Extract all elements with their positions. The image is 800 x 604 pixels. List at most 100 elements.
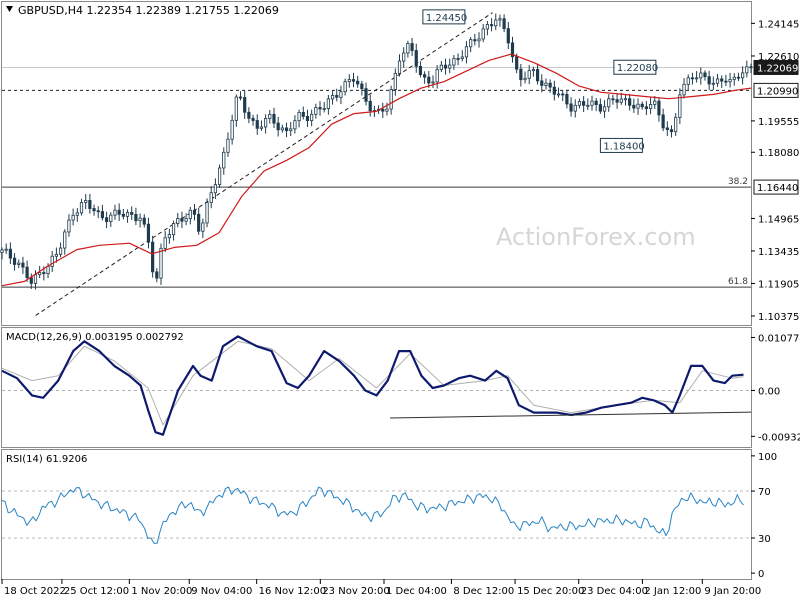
x-tick-label-0: 18 Oct 2022 [4, 586, 66, 597]
price-bar-body [101, 212, 103, 218]
price-bar-body [131, 212, 133, 214]
price-bar-body [624, 99, 626, 100]
price-bar-body [574, 105, 576, 111]
fib-label-1: 61.8 [728, 277, 748, 287]
price-bar-body [264, 118, 266, 126]
price-bar-body [352, 80, 354, 82]
price-bar-body [633, 105, 635, 108]
price-bar-body [620, 99, 622, 102]
price-bar-body [68, 220, 70, 232]
price-bar-body [298, 112, 300, 120]
price-bar-body [695, 78, 697, 79]
price-bar-body [227, 139, 229, 152]
price-bar-body [415, 51, 417, 67]
price-bar-body [340, 92, 342, 98]
price-bar-body [327, 99, 329, 109]
price-bar-body [323, 108, 325, 109]
price-bar-body [482, 29, 484, 39]
price-bar-body [428, 77, 430, 83]
price-tick-label-5: 1.13435 [758, 247, 799, 258]
price-bar-body [587, 105, 589, 106]
price-bar-body [562, 94, 564, 95]
price-bar-body [398, 61, 400, 73]
price-bar-body [515, 57, 517, 69]
price-bar-body [382, 109, 384, 111]
price-bar-body [612, 99, 614, 100]
price-tick-label-3: 1.18080 [758, 148, 799, 159]
price-bar-body [666, 128, 668, 130]
price-bar-body [637, 104, 639, 108]
macd-tick-label-2: -0.009328 [758, 432, 800, 443]
price-bar-body [478, 39, 480, 41]
price-bar-body [361, 84, 363, 89]
rsi-tick-label-2: 30 [758, 534, 771, 545]
price-bar-body [545, 83, 547, 85]
price-bar-body [528, 71, 530, 79]
x-tick-label-9: 23 Dec 04:00 [581, 586, 648, 597]
price-bar-body [532, 70, 534, 71]
price-bar-body [89, 200, 91, 208]
price-bar-body [599, 105, 601, 112]
price-bar-body [181, 218, 183, 221]
price-bar-body [440, 65, 442, 69]
price-bar-body [465, 47, 467, 57]
price-tick-label-4: 1.14965 [758, 214, 799, 225]
price-bar-body [256, 121, 258, 129]
price-bar-body [277, 123, 279, 130]
price-bar-body [570, 104, 572, 111]
price-bar-body [750, 67, 752, 68]
chart-title: GBPUSD,H4 1.22354 1.22389 1.21755 1.2206… [18, 4, 279, 17]
price-bar-body [436, 69, 438, 81]
price-bar-body [22, 263, 24, 267]
price-bar-body [290, 129, 292, 131]
price-bar-body [733, 77, 735, 79]
price-bar-body [658, 101, 660, 115]
price-bar-body [76, 213, 78, 215]
price-bar-body [670, 130, 672, 132]
price-bar-body [486, 25, 488, 29]
price-callout-label-0: 1.24450 [426, 13, 467, 24]
price-bar-body [105, 218, 107, 222]
price-bar-body [156, 272, 158, 278]
price-bar-body [1, 250, 3, 253]
price-bar-body [746, 67, 748, 73]
price-bar-body [38, 273, 40, 275]
price-bar-body [712, 83, 714, 84]
price-bar-body [168, 235, 170, 238]
price-bar-body [536, 70, 538, 81]
macd-tick-label-1: 0.00 [758, 386, 780, 397]
price-bar-body [281, 128, 283, 130]
price-bar-body [214, 185, 216, 193]
price-bar-body [595, 101, 597, 104]
price-tick-label-7: 1.10375 [758, 312, 799, 323]
fib-label-0: 38.2 [728, 177, 748, 187]
price-badge-label-0: 1.22069 [757, 63, 798, 74]
price-bar-body [490, 25, 492, 26]
price-badge-label-1: 1.20990 [757, 86, 798, 97]
rsi-label: RSI(14) 61.9206 [6, 454, 87, 465]
x-tick-label-3: 9 Nov 04:00 [191, 586, 252, 597]
price-bar-body [432, 82, 434, 83]
price-bar-body [419, 66, 421, 74]
price-bar-body [177, 218, 179, 223]
macd-tick-label-0: 0.010774 [758, 333, 800, 344]
price-bar-body [285, 128, 287, 131]
price-bar-body [683, 84, 685, 95]
price-bar-body [628, 99, 630, 106]
price-bar-body [160, 248, 162, 278]
price-bar-body [737, 77, 739, 78]
rsi-tick-label-0: 100 [758, 452, 777, 463]
price-bar-body [147, 224, 149, 242]
x-tick-label-7: 8 Dec 12:00 [453, 586, 514, 597]
price-bar-body [603, 107, 605, 111]
price-tick-label-0: 1.24145 [758, 19, 799, 30]
price-bar-body [26, 267, 28, 278]
price-bar-body [114, 210, 116, 215]
rsi-tick-label-3: 0 [758, 569, 764, 580]
price-bar-body [135, 214, 137, 220]
price-bar-body [294, 121, 296, 129]
price-bar-body [365, 89, 367, 102]
price-bar-body [9, 249, 11, 258]
price-bar-body [315, 108, 317, 115]
